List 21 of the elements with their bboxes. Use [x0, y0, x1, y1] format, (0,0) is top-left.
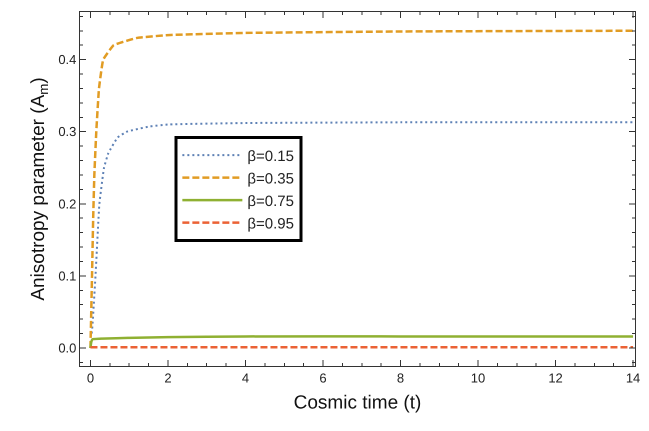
legend-label: β=0.15: [247, 148, 294, 165]
x-tick-label: 4: [242, 370, 250, 386]
x-tick-label: 10: [470, 370, 486, 386]
x-tick-label: 0: [86, 370, 94, 386]
y-tick-label: 0.0: [58, 340, 76, 356]
x-tick-label: 6: [319, 370, 327, 386]
line-series: [89, 30, 634, 350]
x-tick-label: 8: [396, 370, 404, 386]
x-tick-label: 2: [164, 370, 172, 386]
y-tick-label: 0.4: [58, 52, 76, 68]
y-tick-label: 0.3: [58, 124, 76, 140]
line-series: [89, 335, 634, 350]
y-tick-label: 0.1: [58, 268, 76, 284]
x-tick-label: 14: [626, 370, 640, 386]
x-axis-title: Cosmic time (t): [294, 392, 422, 414]
line-series: [90, 121, 634, 335]
legend-label: β=0.35: [247, 170, 294, 188]
legend-label: β=0.95: [247, 216, 294, 232]
y-tick-label: 0.2: [58, 196, 76, 212]
x-tick-label: 12: [548, 370, 563, 386]
legend-label: β=0.75: [247, 193, 294, 210]
